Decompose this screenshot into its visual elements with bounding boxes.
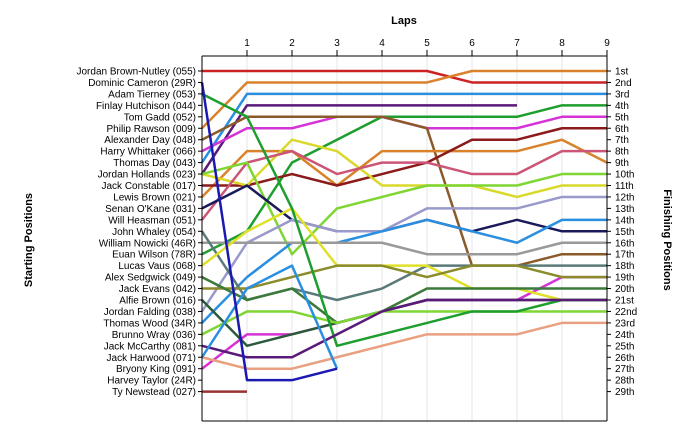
series-line [201, 275, 607, 370]
finish-position-label: 9th [615, 158, 629, 169]
y-axis-title-left: Starting Positions [23, 193, 35, 287]
series-line [201, 218, 607, 324]
finish-position-label: 23rd [615, 318, 635, 329]
series-line [200, 264, 339, 370]
finish-position-label: 18th [615, 261, 634, 272]
start-position-label: Alex Sedgwick (049) [105, 273, 196, 284]
start-position-label: Jack Harwood (071) [107, 353, 196, 364]
start-position-label: Jordan Brown-Nutley (055) [77, 67, 197, 78]
finish-position-label: 11th [615, 181, 634, 192]
start-position-label: Jack Evans (042) [119, 284, 196, 295]
series-line [201, 69, 607, 130]
finish-position-label: 29th [615, 387, 634, 398]
finish-position-label: 3rd [615, 89, 629, 100]
series-line [201, 310, 607, 336]
x-tick-label: 4 [379, 38, 385, 49]
finish-position-label: 25th [615, 341, 634, 352]
finish-position-label: 27th [615, 364, 634, 375]
start-position-label: Tom Gadd (052) [124, 112, 196, 123]
series-line [200, 92, 607, 164]
finish-position-label: 24th [615, 330, 634, 341]
finish-position-labels: 1st2nd3rd4th5th6th7th8th9th10th11th12th1… [607, 67, 637, 398]
series-line [201, 115, 607, 267]
x-tick-label: 3 [334, 38, 340, 49]
start-position-label: Ty Newstead (027) [112, 387, 196, 398]
start-position-label: Finlay Hutchison (044) [96, 101, 196, 112]
x-axis-title: Laps [391, 15, 417, 27]
finish-position-label: 6th [615, 124, 629, 135]
start-position-label: Alexander Day (048) [104, 135, 196, 146]
series-line [200, 195, 607, 313]
start-position-label: Euan Wilson (78R) [112, 250, 196, 261]
finish-position-label: 16th [615, 238, 634, 249]
start-position-label: Will Heasman (051) [108, 215, 196, 226]
start-position-label: Thomas Wood (34R) [103, 318, 196, 329]
finish-position-label: 8th [615, 147, 629, 158]
x-tick-label: 1 [244, 38, 250, 49]
finish-position-label: 20th [615, 284, 634, 295]
finish-position-label: 28th [615, 376, 634, 387]
finish-position-label: 14th [615, 215, 634, 226]
series-line [201, 298, 607, 359]
series-line [201, 275, 607, 325]
series-line [202, 127, 607, 187]
start-position-label: Adam Tierney (053) [108, 89, 196, 100]
start-position-labels: Jordan Brown-Nutley (055)Dominic Cameron… [77, 67, 202, 398]
x-tick-label: 9 [604, 38, 610, 49]
series-line [201, 104, 607, 256]
finish-position-label: 19th [615, 273, 634, 284]
series-line [202, 241, 607, 256]
start-position-label: Jack Constable (017) [102, 181, 197, 192]
series-line [200, 82, 338, 382]
finish-position-label: 5th [615, 112, 629, 123]
start-position-label: Lucas Vaus (068) [118, 261, 196, 272]
start-position-label: Philip Rawson (009) [107, 124, 197, 135]
series-lines [200, 69, 608, 393]
start-position-label: Jordan Hollands (023) [98, 170, 196, 181]
finish-position-label: 21st [615, 296, 634, 307]
start-position-label: Harry Whittaker (066) [100, 147, 196, 158]
start-position-label: Senan O'Kane (031) [105, 204, 196, 215]
start-position-label: Thomas Day (043) [113, 158, 196, 169]
finish-position-label: 10th [615, 170, 634, 181]
x-tick-label: 7 [514, 38, 520, 49]
start-position-label: Dominic Cameron (29R) [88, 78, 196, 89]
x-tick-label: 6 [469, 38, 475, 49]
axes [201, 55, 608, 422]
start-position-label: Brunno Wray (036) [112, 330, 196, 341]
start-position-label: Bryony King (091) [116, 364, 196, 375]
y-axis-title-right: Finishing Positions [661, 189, 673, 290]
finish-position-label: 17th [615, 250, 634, 261]
start-position-label: Jordan Falding (038) [104, 307, 196, 318]
x-tick-labels: 1 2 3 4 5 6 7 8 9 [244, 38, 610, 49]
x-tick-label: 5 [424, 38, 430, 49]
finish-position-label: 2nd [615, 78, 632, 89]
finish-position-label: 22nd [615, 307, 637, 318]
finish-position-label: 7th [615, 135, 629, 146]
series-line [201, 207, 607, 302]
finish-position-label: 4th [615, 101, 629, 112]
series-line [201, 321, 607, 370]
series-line [201, 138, 608, 198]
finish-position-label: 1st [615, 67, 629, 78]
finish-position-label: 12th [615, 192, 634, 203]
x-tick-label: 2 [289, 38, 295, 49]
series-line [201, 161, 607, 256]
series-line [201, 92, 607, 348]
series-line [202, 264, 607, 290]
finish-position-label: 15th [615, 227, 634, 238]
series-line [202, 69, 607, 84]
series-line [200, 104, 517, 175]
start-position-label: Harvey Taylor (24R) [107, 376, 196, 387]
start-position-label: Lewis Brown (021) [113, 192, 196, 203]
x-tick-label: 8 [559, 38, 565, 49]
start-position-label: Jack McCarthy (081) [104, 341, 196, 352]
finish-position-label: 13th [615, 204, 634, 215]
start-position-label: William Nowicki (46R) [99, 238, 196, 249]
start-position-label: John Whaley (054) [112, 227, 196, 238]
start-position-label: Alfie Brown (016) [119, 296, 196, 307]
series-line [201, 149, 607, 221]
finish-position-label: 26th [615, 353, 634, 364]
